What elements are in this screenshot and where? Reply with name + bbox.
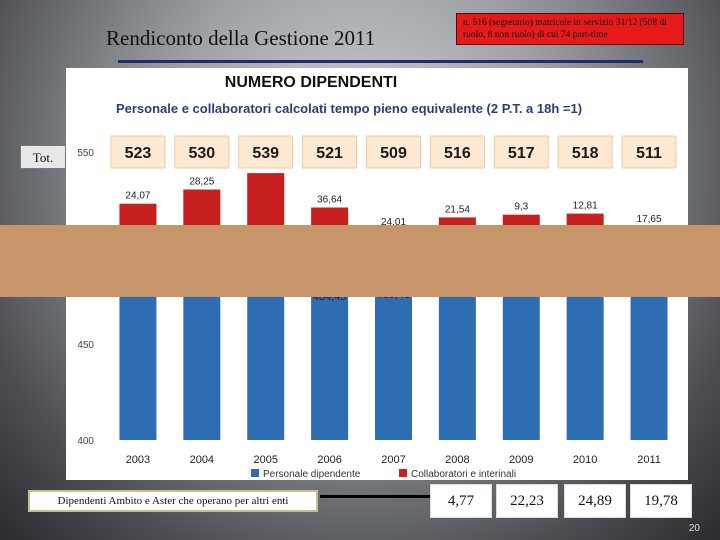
- legend-label-collaboratori: Collaboratori e interinali: [411, 469, 516, 480]
- data-label-collaboratori: 21,54: [445, 204, 470, 215]
- x-tick-label: 2003: [126, 454, 150, 466]
- x-tick-label: 2005: [253, 454, 277, 466]
- total-box: [493, 135, 549, 169]
- bar-personale: [311, 277, 349, 440]
- x-tick-label: 2009: [509, 454, 533, 466]
- y-tick-label: 550: [77, 148, 94, 159]
- axis-layer: 550 450 400 2003 2004 2005 2006 2007 2008 2009 201…: [77, 148, 661, 466]
- total-box: [621, 135, 677, 169]
- x-tick-label: 2007: [381, 454, 405, 466]
- total-box: [557, 135, 613, 169]
- legend-label-personale: Personale dipendente: [263, 469, 361, 480]
- total-label: 539: [252, 145, 279, 162]
- title-underline: [118, 60, 643, 63]
- total-label: 518: [572, 145, 599, 162]
- total-box: [302, 135, 358, 169]
- total-box: [366, 135, 421, 169]
- total-label: 517: [508, 145, 535, 162]
- bottom-value-2008: 4,77: [430, 484, 492, 518]
- data-label-collaboratori: 36,64: [317, 195, 342, 206]
- x-tick-label: 2010: [573, 454, 597, 466]
- data-label-collaboratori: 9,3: [514, 202, 528, 213]
- total-label: 509: [380, 145, 407, 162]
- total-label: 523: [125, 145, 152, 162]
- legend: Personale dipendente Collaboratori e inte…: [251, 469, 516, 480]
- x-tick-label: 2004: [190, 454, 214, 466]
- total-label: 511: [636, 145, 662, 162]
- x-tick-label: 2008: [445, 454, 469, 466]
- data-label-collaboratori: 24,07: [125, 191, 150, 202]
- bottom-value-2010: 24,89: [564, 484, 626, 518]
- bars-layer: [119, 173, 668, 440]
- legend-swatch-collaboratori: [399, 469, 407, 477]
- x-tick-label: 2006: [317, 454, 341, 466]
- x-tick-label: 2011: [637, 454, 661, 466]
- bar-personale: [247, 270, 285, 440]
- y-tick-label: 450: [77, 340, 94, 351]
- bottom-value-2009: 22,23: [496, 484, 558, 518]
- arrow-line: [320, 495, 438, 498]
- chart-title: NUMERO DIPENDENTI: [225, 74, 397, 91]
- data-label-collaboratori: 12,81: [573, 201, 598, 212]
- total-box: [238, 135, 294, 169]
- y-tick-label: 400: [77, 436, 94, 447]
- slide-title: Rendiconto della Gestione 2011: [106, 26, 376, 50]
- total-box: [429, 135, 485, 169]
- tot-label: Tot.: [20, 145, 66, 169]
- total-box: [174, 135, 230, 169]
- note-box: n. 516 (segretario) matricole in servizi…: [456, 13, 684, 45]
- page-number: 20: [688, 523, 700, 534]
- bottom-caption: Dipendenti Ambito e Aster che operano pe…: [28, 490, 318, 512]
- bar-personale: [375, 275, 412, 440]
- data-label-collaboratori: 28,25: [189, 177, 214, 188]
- total-box: [110, 135, 166, 169]
- redaction-overlay: [0, 225, 720, 297]
- chart-subtitle: Personale e collaboratori calcolati temp…: [116, 101, 582, 116]
- bottom-value-2011: 19,78: [630, 484, 692, 518]
- legend-swatch-personale: [251, 469, 259, 477]
- data-label-collaboratori: 17,65: [637, 214, 662, 225]
- total-label: 516: [444, 145, 471, 162]
- total-label: 530: [188, 145, 215, 162]
- data-label-collaboratori: 24,01: [381, 217, 406, 228]
- total-label: 521: [316, 145, 343, 162]
